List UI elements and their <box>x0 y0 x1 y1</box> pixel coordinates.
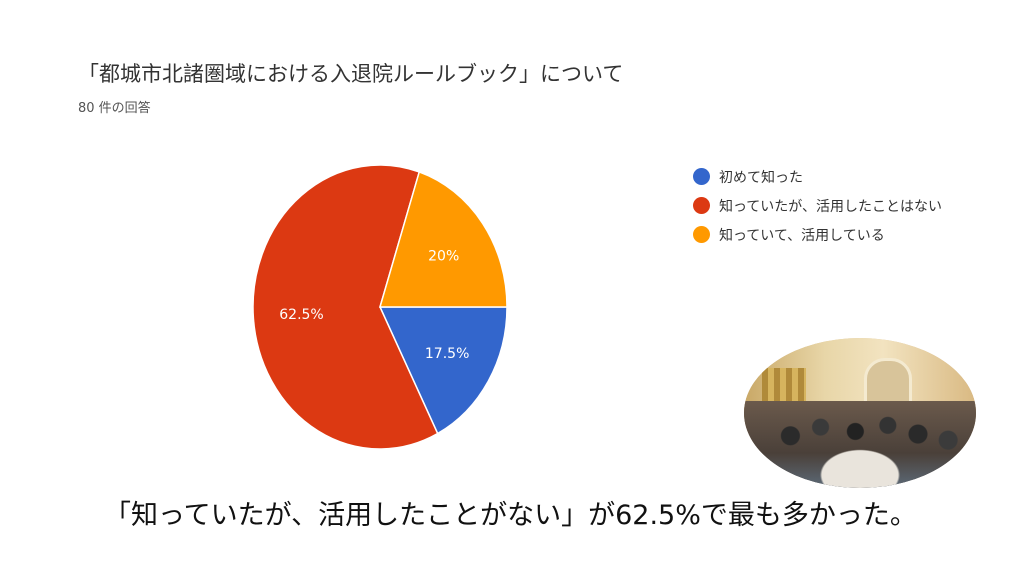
chart-title: 「都城市北諸圏域における入退院ルールブック」について <box>78 62 624 86</box>
legend-item: 知っていて、活用している <box>693 220 942 249</box>
summary-caption: 「知っていたが、活用したことがない」が62.5%で最も多かった。 <box>104 500 917 531</box>
legend-label: 知っていて、活用している <box>719 227 885 244</box>
response-count: 80 件の回答 <box>78 101 151 116</box>
slice-known-used <box>379 170 508 308</box>
slice-value-label: 20% <box>428 248 459 264</box>
workshop-photo <box>744 338 976 488</box>
legend-swatch <box>693 168 710 185</box>
legend-label: 初めて知った <box>719 169 803 186</box>
legend-label: 知っていたが、活用したことはない <box>719 198 943 215</box>
legend-swatch <box>693 197 710 214</box>
slice-value-label: 17.5% <box>425 346 469 362</box>
slice-known-not-used <box>252 164 439 450</box>
chart-legend: 初めて知った知っていたが、活用したことはない 知っていて、活用している <box>693 162 942 249</box>
legend-item: 初めて知った <box>693 162 942 191</box>
photo-participants <box>744 401 976 488</box>
legend-swatch <box>693 226 710 243</box>
legend-item: 知っていたが、活用したことはない <box>693 191 942 220</box>
slice-first-time <box>378 306 508 435</box>
slice-value-label: 62.5% <box>279 307 323 323</box>
